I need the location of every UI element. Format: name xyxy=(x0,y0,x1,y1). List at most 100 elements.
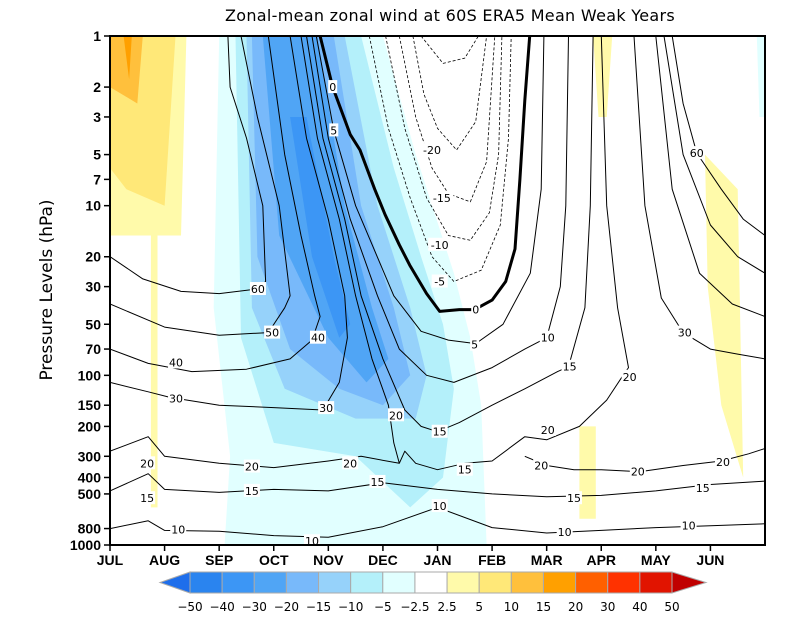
contour-label-background xyxy=(431,499,448,513)
contour-label-background xyxy=(539,423,556,437)
contour-label: 20 xyxy=(245,461,259,474)
x-tick-label: JUL xyxy=(97,552,124,568)
contour-label-background xyxy=(533,458,550,472)
contour-label: 40 xyxy=(169,356,183,369)
contour-label-background xyxy=(556,525,573,539)
contour-label: 10 xyxy=(541,332,555,345)
colorbar-box xyxy=(414,571,448,594)
contour-line xyxy=(368,36,512,282)
x-tick-label: DEC xyxy=(368,552,398,568)
contour-line xyxy=(311,36,569,383)
y-tick-label: 20 xyxy=(85,249,101,265)
contour-label: -5 xyxy=(434,276,445,289)
contour-label: 15 xyxy=(245,485,259,498)
shaded-region xyxy=(123,36,132,80)
contour-label: 30 xyxy=(319,402,333,415)
contour-label: 20 xyxy=(631,466,645,479)
y-tick-label: 400 xyxy=(78,469,102,485)
contour-label-background xyxy=(388,408,405,422)
colorbar-label: 50 xyxy=(664,600,679,614)
contour-label-background xyxy=(714,455,731,469)
contour-label-background xyxy=(456,462,473,476)
colorbar-box xyxy=(639,571,673,594)
contour-line xyxy=(110,36,348,411)
contour-label-background xyxy=(565,491,582,505)
colorbar-label: 2.5 xyxy=(438,600,457,614)
contour-label-background xyxy=(264,325,281,339)
contour-label: -20 xyxy=(423,144,441,157)
colorbar-label: −50 xyxy=(177,600,202,614)
y-tick-label: 500 xyxy=(78,486,102,502)
contour-label: 20 xyxy=(389,409,403,422)
contour-label-background xyxy=(539,330,556,344)
x-tick-label: JAN xyxy=(423,552,451,568)
colorbar-label: 30 xyxy=(600,600,615,614)
colorbar-box xyxy=(189,571,223,594)
contour-label: 15 xyxy=(696,482,710,495)
y-tick-label: 50 xyxy=(85,316,101,332)
colorbar-label: 40 xyxy=(632,600,647,614)
contour-label: -10 xyxy=(431,239,449,252)
contour-label: 10 xyxy=(433,500,447,513)
colorbar-label: 15 xyxy=(536,600,551,614)
x-tick-label: FEB xyxy=(478,552,506,568)
contour-label-background xyxy=(621,369,638,383)
colorbar-box xyxy=(575,571,609,594)
colorbar-label: −15 xyxy=(306,600,331,614)
y-tick-label: 100 xyxy=(78,367,102,383)
colorbar-box xyxy=(350,571,384,594)
contour-label-background xyxy=(328,80,338,94)
contour-label: 20 xyxy=(716,456,730,469)
contour-label: 30 xyxy=(169,393,183,406)
contour-label: 50 xyxy=(265,327,279,340)
y-tick-label: 10 xyxy=(85,198,101,214)
contour-label: 20 xyxy=(623,371,637,384)
contour-line xyxy=(315,36,545,345)
contour-label-background xyxy=(170,522,187,536)
contour-label-background xyxy=(318,401,335,415)
y-tick-label: 1000 xyxy=(70,537,101,553)
contour-label-background xyxy=(168,391,185,405)
contour-label-background xyxy=(694,480,711,494)
contour-label: 60 xyxy=(690,147,704,160)
contour-line xyxy=(420,36,479,64)
contour-line xyxy=(385,36,503,241)
contour-line xyxy=(306,36,594,433)
x-tick-label: OCT xyxy=(259,552,289,568)
x-tick-label: MAY xyxy=(641,552,671,568)
shaded-region xyxy=(705,154,744,478)
y-tick-label: 800 xyxy=(78,521,102,537)
colorbar-label: 10 xyxy=(504,600,519,614)
contour-label-background xyxy=(420,143,444,157)
contour-label: 20 xyxy=(343,457,357,470)
contour-label-background xyxy=(342,456,359,470)
contour-label: 10 xyxy=(305,535,319,548)
contour-label: 5 xyxy=(471,339,478,352)
y-tick-label: 200 xyxy=(78,418,102,434)
x-axis: JUL AUG SEP OCT NOV DEC JAN FEB MAR APR MAY JUN xyxy=(97,545,724,568)
contour-line xyxy=(663,36,765,274)
contour-label-background xyxy=(470,337,480,351)
y-tick-label: 150 xyxy=(78,397,102,413)
contour-label-background xyxy=(139,491,156,505)
contour-label: 20 xyxy=(534,460,548,473)
contour-label: 10 xyxy=(682,520,696,533)
contour-label-background xyxy=(168,355,185,369)
colorbar-box xyxy=(478,571,512,594)
contour-label-background xyxy=(430,190,454,204)
contour-line xyxy=(110,473,765,498)
shaded-region xyxy=(579,426,596,519)
contour-label: 15 xyxy=(458,464,472,477)
contour-line xyxy=(110,36,291,336)
contour-label-background xyxy=(369,474,386,488)
contour-label-background xyxy=(249,282,266,296)
x-tick-label: JUN xyxy=(696,552,724,568)
contour-label: 15 xyxy=(567,492,581,505)
contour-line xyxy=(318,36,532,313)
shaded-anomalies xyxy=(110,36,765,545)
contour-label-background xyxy=(139,456,156,470)
contour-label: 5 xyxy=(330,124,337,137)
y-tick-label: 300 xyxy=(78,448,102,464)
contour-label-background xyxy=(431,274,448,288)
